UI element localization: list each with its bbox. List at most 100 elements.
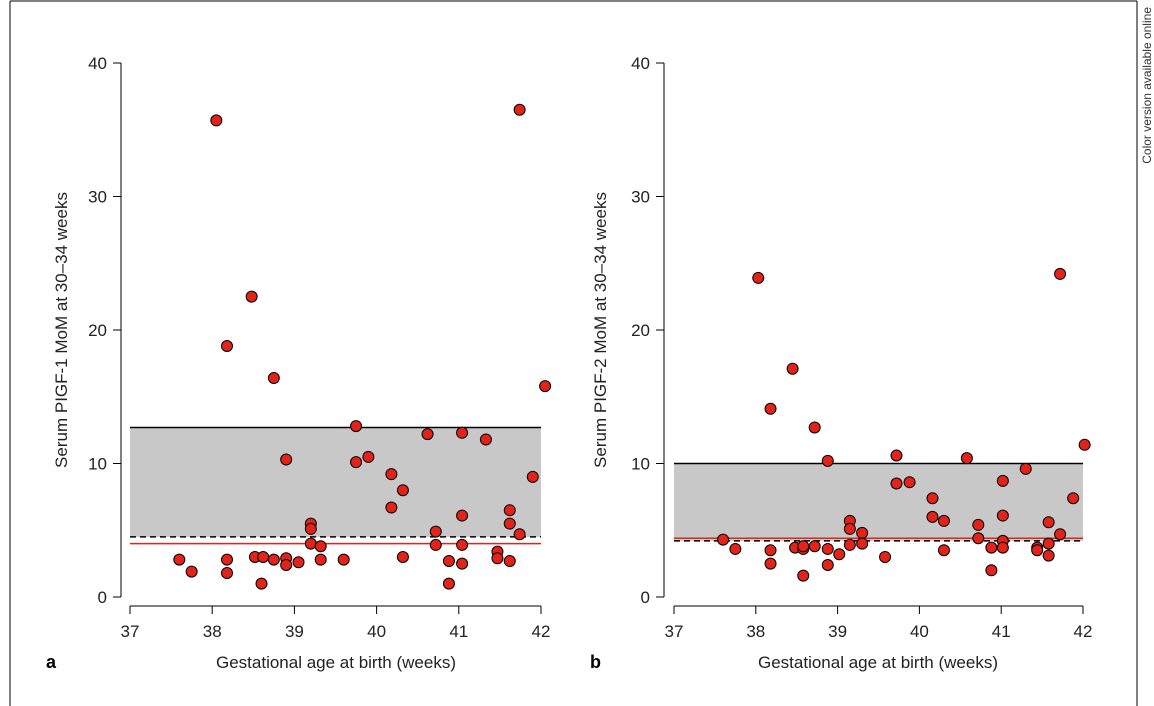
data-point (350, 420, 363, 433)
data-point (429, 525, 442, 538)
data-point (396, 550, 409, 563)
data-point (972, 518, 985, 531)
data-point (350, 456, 363, 469)
x-tick-label: 39 (828, 622, 847, 641)
data-point (503, 554, 516, 567)
data-point (479, 433, 492, 446)
data-point (752, 271, 765, 284)
data-point (1054, 267, 1067, 280)
data-point (937, 544, 950, 557)
panel-b: 0 10 20 30 40 37 38 39 40 41 42 Gestational age at … (590, 54, 1092, 672)
data-point (245, 290, 258, 303)
data-point (442, 554, 455, 567)
x-axis-label: Gestational age at birth (weeks) (216, 653, 456, 672)
data-point (503, 504, 516, 517)
data-point (503, 517, 516, 530)
data-point (304, 522, 317, 535)
data-point (173, 553, 186, 566)
data-point (797, 540, 810, 553)
x-tick-label: 42 (1074, 622, 1093, 641)
data-point (513, 103, 526, 116)
data-point (843, 538, 856, 551)
x-tick-label: 40 (367, 622, 386, 641)
data-point (280, 453, 293, 466)
data-point (362, 450, 375, 463)
y-axis-label: Serum PIGF-2 MoM at 30–34 weeks (591, 192, 610, 468)
data-point (937, 514, 950, 527)
data-point (456, 509, 469, 522)
data-point (856, 526, 869, 539)
data-point (220, 340, 233, 353)
data-point (1042, 516, 1055, 529)
x-tick-label: 37 (121, 622, 140, 641)
data-point (1031, 544, 1044, 557)
x-tick-label: 37 (665, 622, 684, 641)
x-tick-label: 39 (285, 622, 304, 641)
data-point (210, 114, 223, 127)
y-tick-label: 30 (88, 188, 107, 207)
data-point (926, 492, 939, 505)
data-point (456, 426, 469, 439)
data-point (729, 542, 742, 555)
data-point (890, 477, 903, 490)
color-version-note: Color version available online (1140, 7, 1154, 164)
panel-letter: a (46, 652, 57, 672)
x-tick-label: 41 (449, 622, 468, 641)
data-point (337, 553, 350, 566)
data-point (1019, 462, 1032, 475)
data-point (821, 454, 834, 467)
reference-band (674, 463, 1083, 541)
data-point (442, 577, 455, 590)
data-point (1042, 549, 1055, 562)
data-point (879, 550, 892, 563)
data-point (996, 509, 1009, 522)
data-point (220, 566, 233, 579)
data-point (1078, 438, 1091, 451)
reference-band (130, 427, 541, 537)
panel-letter: b (590, 652, 601, 672)
data-point (429, 538, 442, 551)
panel-a: 0 10 20 30 40 37 38 39 40 41 42 Gestational age at … (46, 54, 552, 672)
x-tick-label: 40 (910, 622, 929, 641)
data-point (890, 449, 903, 462)
data-point (292, 556, 305, 569)
data-point (539, 380, 552, 393)
data-point (843, 522, 856, 535)
data-point (764, 544, 777, 557)
x-tick-label: 38 (746, 622, 765, 641)
data-point (764, 402, 777, 415)
data-point (717, 533, 730, 546)
data-point (821, 542, 834, 555)
y-tick-label: 10 (631, 455, 650, 474)
data-point (786, 362, 799, 375)
y-tick-label: 20 (631, 321, 650, 340)
x-axis-label: Gestational age at birth (weeks) (758, 653, 998, 672)
data-point (314, 553, 327, 566)
data-point (220, 553, 233, 566)
x-tick-label: 42 (532, 622, 551, 641)
data-point (926, 510, 939, 523)
data-point (1067, 492, 1080, 505)
data-point (808, 421, 821, 434)
y-tick-label: 0 (98, 588, 107, 607)
data-point (314, 540, 327, 553)
data-point (972, 532, 985, 545)
data-point (456, 538, 469, 551)
data-point (808, 540, 821, 553)
data-point (1042, 537, 1055, 550)
data-point (1054, 528, 1067, 541)
data-point (385, 468, 398, 481)
data-point (526, 470, 539, 483)
data-point (456, 557, 469, 570)
data-point (996, 541, 1009, 554)
data-point (797, 569, 810, 582)
data-point (385, 501, 398, 514)
y-tick-label: 40 (88, 54, 107, 73)
data-point (513, 528, 526, 541)
data-point (996, 474, 1009, 487)
y-tick-label: 30 (631, 188, 650, 207)
data-point (903, 476, 916, 489)
x-tick-label: 38 (203, 622, 222, 641)
data-point (985, 541, 998, 554)
